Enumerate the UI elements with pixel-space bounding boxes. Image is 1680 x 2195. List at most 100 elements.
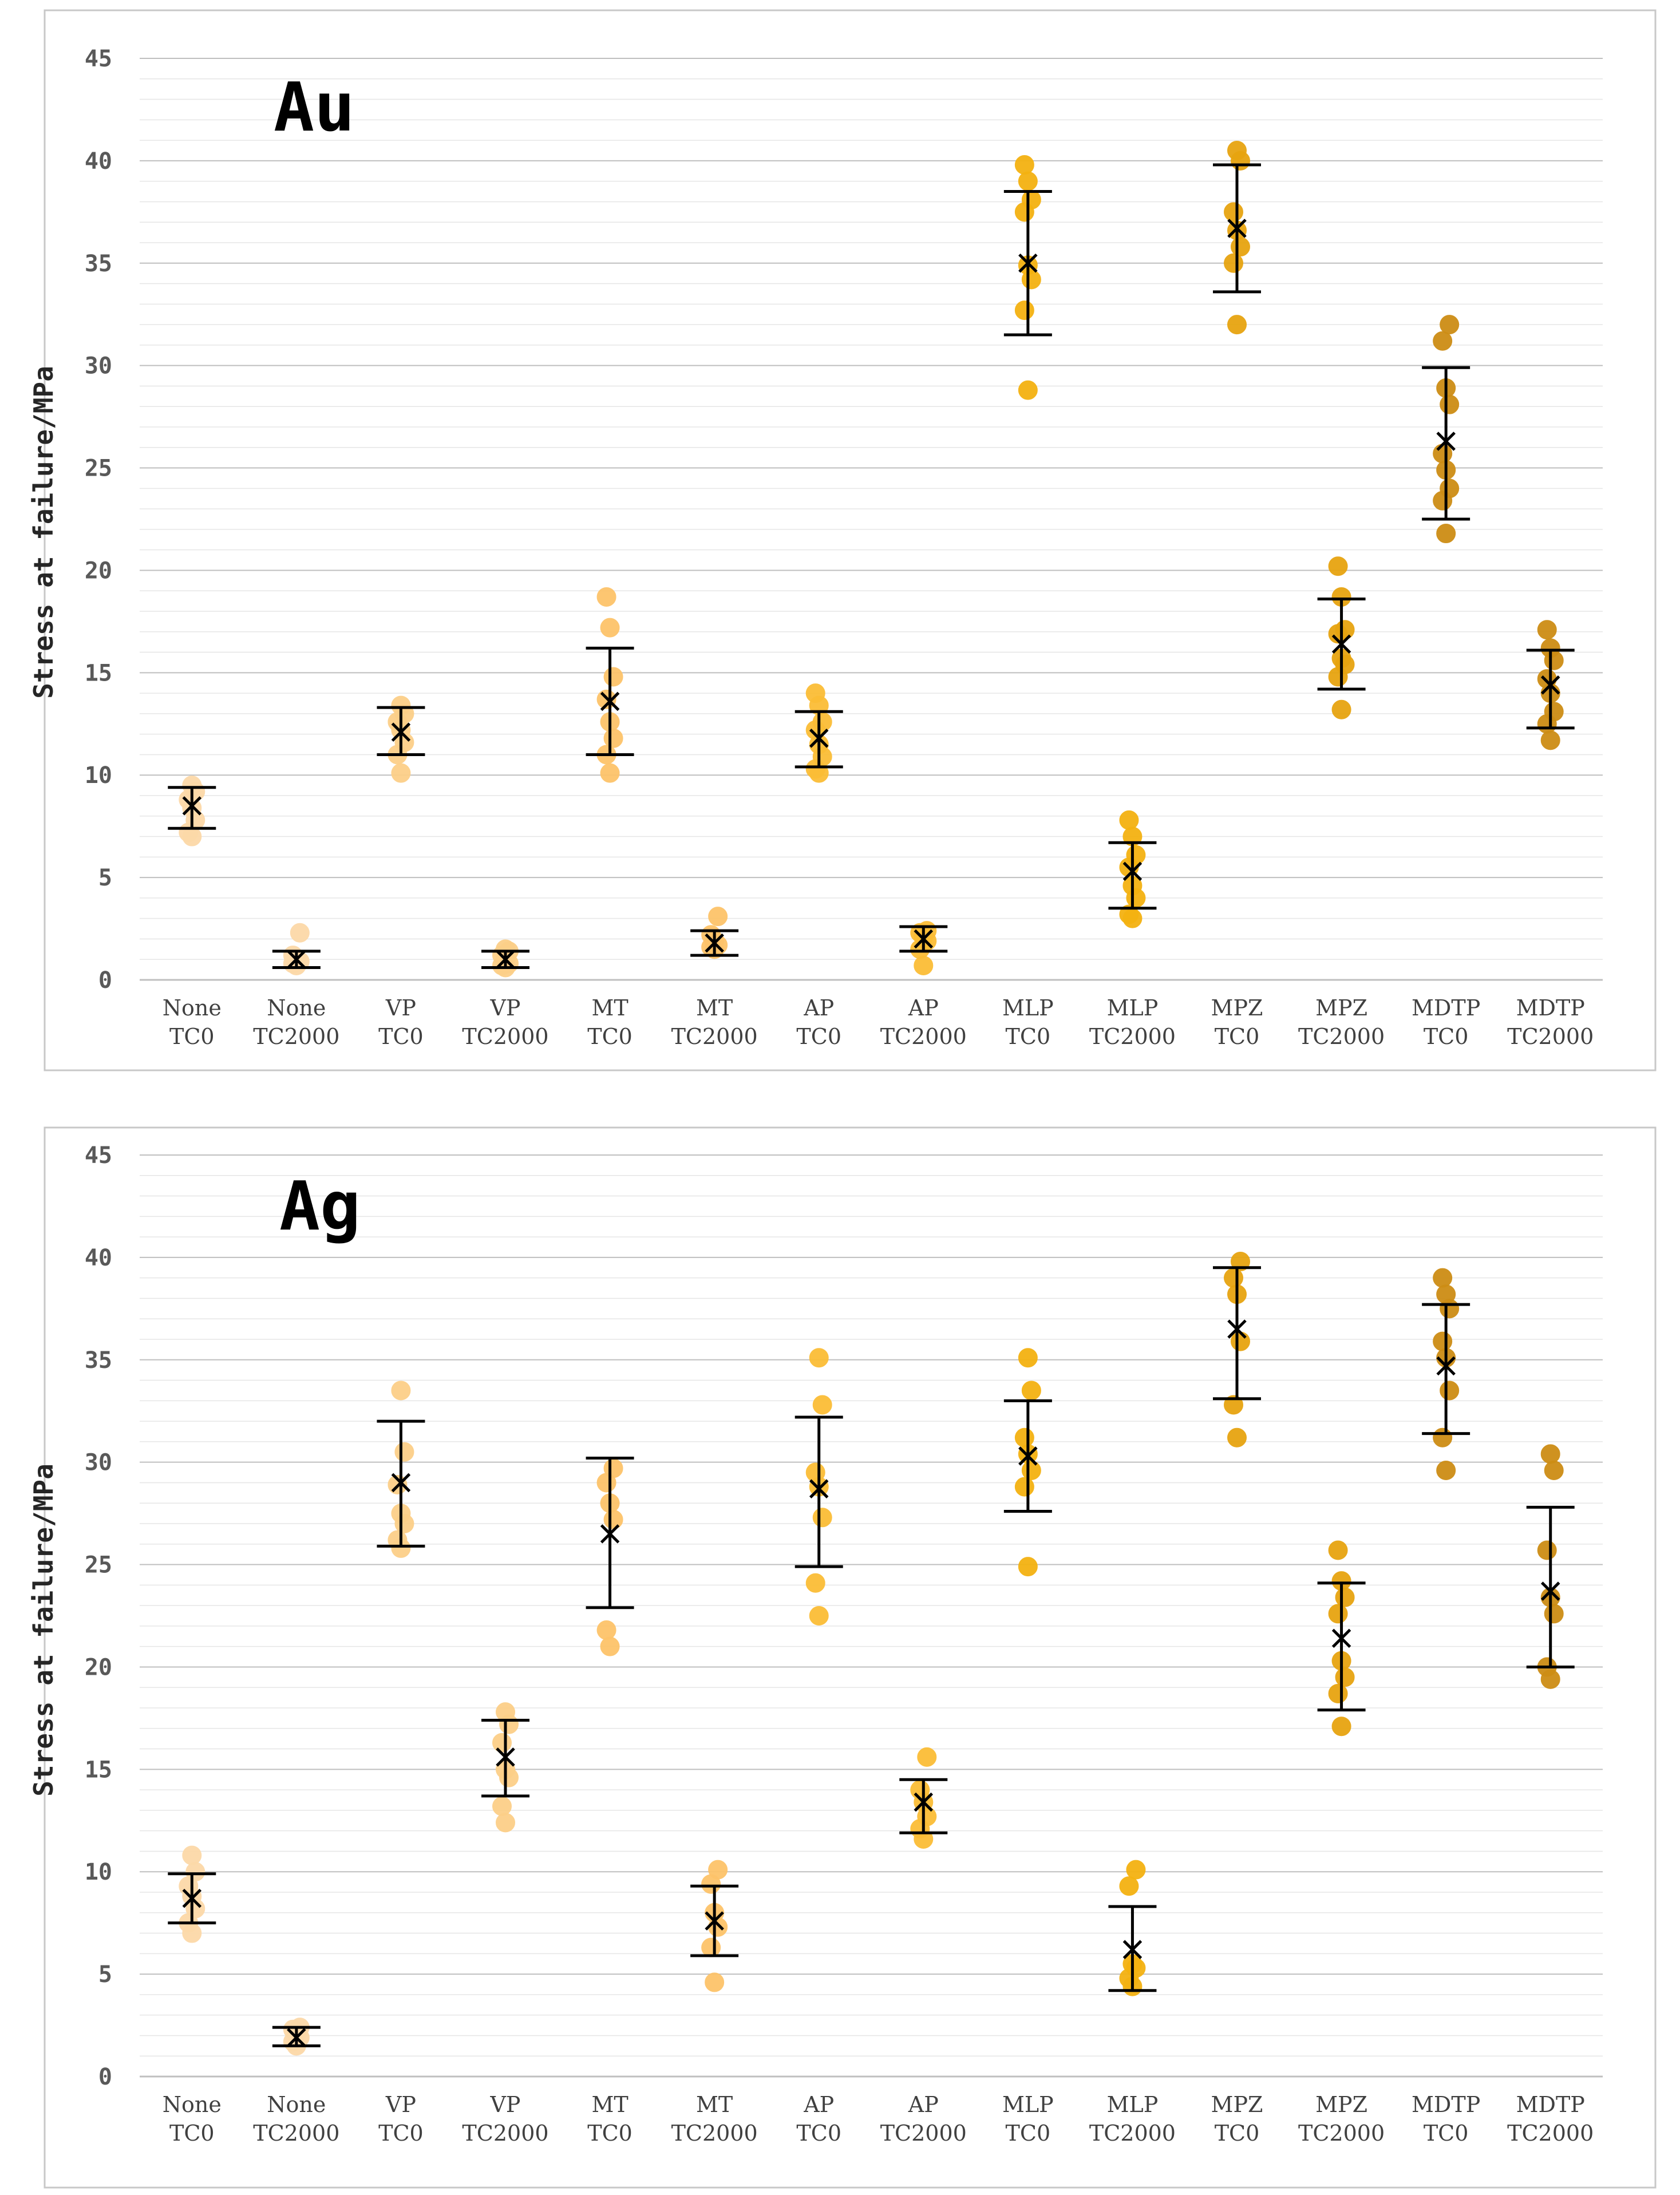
ag-category-label: VP [385, 2092, 416, 2117]
au-category-label: MT [696, 995, 733, 1021]
au-category-label: TC2000 [253, 1024, 339, 1049]
au-data-point [1231, 237, 1250, 257]
ag-data-point [1231, 1252, 1250, 1272]
au-data-point [1331, 699, 1351, 719]
au-chart-panel: 0 5 10 15 20 25 30 35 40 45 None TC0 None TC2000 VP TC… [28, 9, 1657, 1071]
ag-y-axis-label: Stress at failure/MPa [28, 1464, 59, 1797]
ag-mean-marker [391, 1473, 411, 1493]
au-category-label: VP [489, 995, 520, 1021]
ag-category-label: TC0 [796, 2121, 841, 2146]
au-category-label: MLP [1002, 995, 1054, 1021]
ag-category-label: TC0 [378, 2121, 424, 2146]
au-y-tick-label: 45 [85, 46, 112, 72]
au-data-point [600, 763, 620, 783]
au-category-labels: None TC0 None TC2000 VP TC0 VP TC2000 MT TC0 MT TC2… [163, 995, 1594, 1049]
ag-data-point [1328, 1540, 1348, 1560]
au-data-point [805, 683, 825, 703]
au-data-point [1021, 189, 1041, 209]
au-gridlines [140, 58, 1603, 981]
au-category-label: MLP [1107, 995, 1159, 1021]
au-data-point [603, 667, 623, 687]
ag-category-label: TC2000 [671, 2121, 758, 2146]
ag-data-point [1231, 1331, 1250, 1351]
au-y-tick-label: 20 [85, 557, 112, 584]
ag-data-point [1018, 1348, 1038, 1368]
ag-data-point [917, 1747, 937, 1767]
ag-chart-title: Ag [279, 1166, 361, 1245]
au-data-point [812, 712, 832, 732]
ag-category-label: MT [591, 2092, 628, 2117]
au-data-point [290, 923, 310, 943]
au-mean-marker [809, 729, 829, 748]
au-chart-frame [44, 9, 1657, 1071]
ag-data-point [701, 1937, 721, 1957]
ag-mean-marker [182, 1888, 202, 1908]
ag-data-point [182, 1845, 202, 1865]
au-data-point [1537, 669, 1557, 689]
ag-data-point [1328, 1683, 1348, 1703]
ag-data-point [496, 1813, 515, 1833]
ag-category-label: MLP [1107, 2092, 1159, 2117]
au-data-point [1126, 845, 1146, 865]
ag-category-labels: None TC0 None TC2000 VP TC0 VP TC2000 MT TC0 MT TC2… [163, 2092, 1594, 2146]
ag-y-tick-label: 45 [85, 1142, 112, 1169]
au-mean-marker [287, 950, 306, 969]
ag-category-label: MLP [1002, 2092, 1054, 2117]
ag-mean-marker [1436, 1356, 1456, 1376]
ag-data-point [1224, 1395, 1243, 1415]
au-data-point [1335, 620, 1355, 640]
ag-data-point [492, 1733, 512, 1753]
ag-data-point [1544, 1460, 1564, 1480]
au-mean-marker [1331, 634, 1351, 654]
au-data-point [1433, 444, 1453, 464]
au-category-label: TC0 [796, 1024, 841, 1049]
ag-data-point [1433, 1427, 1453, 1447]
ag-data-point [1328, 1604, 1348, 1624]
au-category-label: TC2000 [671, 1024, 758, 1049]
ag-category-label: TC2000 [1298, 2121, 1385, 2146]
au-data-point [1224, 202, 1243, 222]
au-mean-marker [600, 691, 620, 711]
ag-category-label: TC0 [1424, 2121, 1469, 2146]
ag-y-tick-label: 40 [85, 1245, 112, 1271]
au-y-tick-labels: 0 5 10 15 20 25 30 35 40 45 [85, 46, 112, 994]
ag-mean-marker [1331, 1628, 1351, 1648]
ag-data-marks [168, 1252, 1575, 2056]
au-data-point [1537, 620, 1557, 640]
ag-mean-marker [1227, 1319, 1247, 1339]
ag-data-point [1436, 1460, 1456, 1480]
ag-mean-marker [914, 1792, 934, 1812]
au-data-point [1119, 810, 1139, 830]
ag-data-point [1014, 1427, 1034, 1447]
ag-data-point [1224, 1268, 1243, 1288]
au-category-label: TC0 [1215, 1024, 1260, 1049]
ag-data-point [600, 1636, 620, 1656]
ag-data-point [1021, 1460, 1041, 1480]
ag-data-point [1433, 1268, 1453, 1288]
au-mean-marker [1018, 254, 1038, 273]
ag-data-point [705, 1972, 725, 1992]
au-data-point [1224, 253, 1243, 273]
ag-data-point [1227, 1427, 1247, 1447]
ag-mean-marker [1018, 1446, 1038, 1466]
au-data-point [1440, 478, 1460, 499]
au-category-label: TC0 [378, 1024, 424, 1049]
au-data-point [391, 763, 411, 783]
ag-category-label: TC2000 [1089, 2121, 1176, 2146]
ag-mean-marker [1540, 1581, 1560, 1601]
ag-category-label: None [163, 2092, 222, 2117]
au-data-point [1014, 300, 1034, 321]
ag-y-tick-label: 5 [98, 1961, 112, 1988]
ag-category-label: TC0 [169, 2121, 215, 2146]
au-y-tick-label: 5 [98, 865, 112, 891]
ag-category-label: MPZ [1315, 2092, 1367, 2117]
au-y-tick-label: 40 [85, 148, 112, 175]
au-category-label: TC2000 [1298, 1024, 1385, 1049]
ag-mean-marker [600, 1524, 620, 1544]
ag-data-point [596, 1620, 616, 1640]
au-data-point [1440, 315, 1460, 335]
ag-data-point [805, 1573, 825, 1593]
ag-category-label: TC2000 [462, 2121, 548, 2146]
ag-mean-marker [809, 1479, 829, 1498]
au-y-axis-label: Stress at failure/MPa [28, 366, 59, 699]
